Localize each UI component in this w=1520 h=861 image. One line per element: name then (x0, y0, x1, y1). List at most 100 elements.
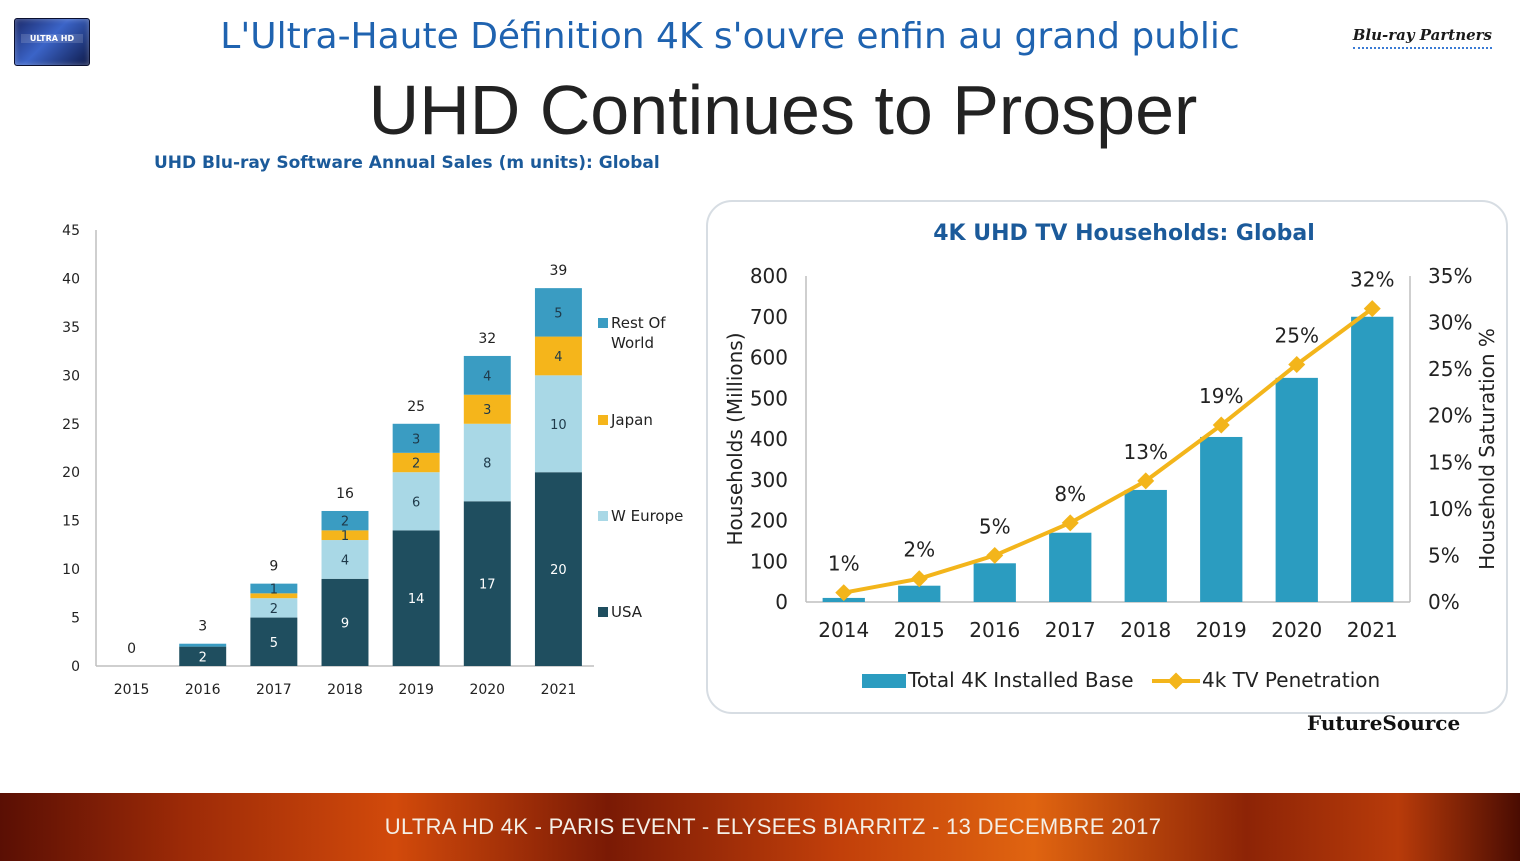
households-y-tick-label: 200 (750, 509, 788, 533)
households-y2-tick-label: 35% (1428, 264, 1472, 288)
households-y2-tick-label: 0% (1428, 590, 1460, 614)
households-x-tick-label: 2020 (1271, 618, 1322, 642)
blu-ray-partners-logo: Blu-ray Partners (1352, 26, 1492, 49)
sales-segment-value-label: 4 (483, 369, 491, 384)
sales-bar-segment-japan (463, 394, 511, 424)
installed-base-bar (1200, 436, 1243, 602)
ultra-hd-logo: ULTRA HD (14, 18, 90, 66)
households-x-tick-label: 2017 (1045, 618, 1096, 642)
sales-y-tick-label: 15 (62, 514, 80, 530)
penetration-line (843, 306, 1374, 595)
households-y2-tick-label: 20% (1428, 404, 1472, 428)
sales-legend-label: USA (611, 603, 643, 621)
sales-bar-segment-japan (250, 593, 298, 599)
sales-segment-value-label: 14 (408, 592, 425, 607)
sales-x-tick-label: 2019 (398, 682, 434, 698)
penetration-value-label: 1% (828, 552, 860, 576)
sales-segment-value-label: 1 (341, 529, 349, 544)
uhd-tv-households-chart: 4K UHD TV Households: Global 0 100 200 300 40… (723, 221, 1499, 692)
legend-swatch-installed-base (862, 674, 906, 688)
households-y-tick-label: 800 (750, 264, 788, 288)
households-x-tick-label: 2019 (1196, 618, 1247, 642)
penetration-point (986, 546, 1004, 564)
sales-bar-segment-w-europe (463, 423, 511, 502)
legend-swatch-penetration-marker (1167, 672, 1185, 690)
penetration-value-label: 5% (979, 514, 1011, 538)
sales-x-tick-label: 2020 (469, 682, 505, 698)
sales-segment-value-label: 2 (199, 650, 207, 665)
footer-banner (0, 793, 1520, 861)
penetration-value-label: 8% (1054, 482, 1086, 506)
sales-segment-value-label: 1 (270, 582, 278, 597)
households-y-axis-label: Households (Millions) (723, 332, 747, 545)
penetration-value-label: 32% (1350, 268, 1394, 292)
top-title: L'Ultra-Haute Définition 4K s'ouvre enfi… (220, 16, 1240, 57)
sales-x-tick-label: 2016 (185, 682, 221, 698)
households-x-tick-label: 2021 (1347, 618, 1398, 642)
sales-legend-swatch (598, 607, 608, 617)
sales-bar-segment-w-europe (250, 598, 298, 618)
sales-total-label: 3 (198, 619, 207, 635)
sales-legend-label: W Europe (611, 507, 683, 525)
sales-chart-title: UHD Blu-ray Software Annual Sales (m uni… (154, 153, 660, 173)
penetration-point (910, 570, 928, 588)
legend-label-installed-base: Total 4K Installed Base (907, 668, 1134, 692)
households-x-tick-label: 2015 (894, 618, 945, 642)
installed-base-bar (898, 585, 941, 602)
sales-segment-value-label: 5 (270, 636, 278, 651)
sales-segment-value-label: 4 (341, 553, 349, 568)
sales-segment-value-label: 9 (341, 616, 349, 631)
uhd-sales-stacked-bar-chart: 0510152025303540452015020162320175219201… (62, 223, 683, 698)
sales-legend-label: Rest Of World (611, 314, 666, 352)
households-y2-tick-label: 30% (1428, 311, 1472, 335)
source-label: FutureSource (1307, 711, 1461, 735)
sales-y-tick-label: 35 (62, 320, 80, 336)
sales-bar-segment-rest-of-world (179, 643, 227, 647)
sales-bar-segment-japan (534, 336, 582, 376)
sales-y-tick-label: 20 (62, 465, 80, 481)
sales-legend-swatch (598, 511, 608, 521)
sales-bar-segment-rest-of-world (534, 288, 582, 337)
sales-segment-value-label: 3 (412, 432, 420, 447)
sales-legend-swatch (598, 415, 608, 425)
sales-y-tick-label: 30 (62, 368, 80, 384)
sales-total-label: 25 (407, 399, 425, 415)
sales-segment-value-label: 2 (270, 602, 278, 617)
installed-base-bar (1275, 377, 1318, 602)
sales-x-tick-label: 2018 (327, 682, 363, 698)
sales-bar-segment-rest-of-world (392, 423, 440, 453)
penetration-value-label: 13% (1124, 440, 1168, 464)
penetration-value-label: 2% (903, 538, 935, 562)
sales-legend-swatch (598, 318, 608, 328)
sales-segment-value-label: 4 (554, 350, 562, 365)
sales-bar-segment-japan (392, 452, 440, 473)
sales-segment-value-label: 3 (483, 403, 491, 418)
sales-x-tick-label: 2015 (114, 682, 150, 698)
households-y-tick-label: 500 (750, 386, 788, 410)
households-y2-axis-label: Household Saturation % (1475, 328, 1499, 570)
installed-base-bar (1124, 489, 1167, 602)
sales-y-tick-label: 5 (71, 611, 80, 627)
installed-base-bar (1351, 316, 1394, 602)
sales-bar-segment-rest-of-world (463, 355, 511, 395)
sales-bar-segment-w-europe (534, 375, 582, 473)
sales-x-tick-label: 2021 (541, 682, 577, 698)
sales-bar-segment-usa (179, 646, 227, 666)
installed-base-bar (1049, 532, 1092, 602)
sales-bar-segment-japan (321, 530, 369, 541)
sales-total-label: 16 (336, 486, 354, 502)
households-y-tick-label: 300 (750, 468, 788, 492)
households-chart-title: 4K UHD TV Households: Global (933, 221, 1315, 246)
households-y2-tick-label: 15% (1428, 450, 1472, 474)
households-y-tick-label: 0 (775, 590, 788, 614)
households-x-tick-label: 2016 (969, 618, 1020, 642)
sales-segment-value-label: 5 (554, 306, 562, 321)
sales-y-tick-label: 40 (62, 271, 80, 287)
main-title: UHD Continues to Prosper (368, 71, 1198, 149)
sales-segment-value-label: 17 (479, 578, 496, 593)
sales-bar-segment-usa (321, 578, 369, 666)
penetration-point (1061, 514, 1079, 532)
sales-bar-segment-w-europe (321, 540, 369, 579)
households-y-tick-label: 700 (750, 305, 788, 329)
households-y2-tick-label: 25% (1428, 357, 1472, 381)
